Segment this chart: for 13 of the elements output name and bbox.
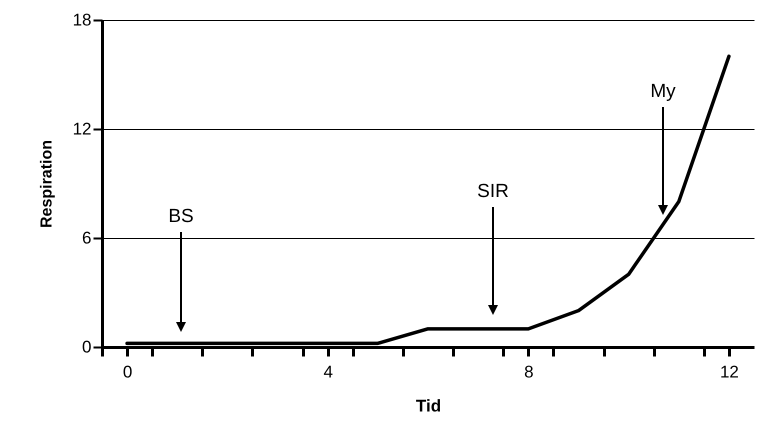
y-tick-label: 0 — [82, 338, 92, 356]
annotation: BS — [168, 206, 194, 227]
x-tick-label: 8 — [524, 362, 534, 382]
x-tick-label: 12 — [720, 362, 739, 382]
y-tick-label: 6 — [82, 228, 92, 248]
y-tick-label: 18 — [72, 10, 92, 30]
annotation: SIR — [477, 181, 509, 202]
y-axis-title: Respiration — [38, 140, 56, 228]
x-axis-title: Tid — [416, 396, 442, 416]
annotation: My — [650, 81, 676, 102]
x-tick-label: 0 — [122, 362, 132, 382]
x-tick-label: 4 — [323, 362, 333, 382]
y-tick-label: 12 — [72, 120, 92, 138]
